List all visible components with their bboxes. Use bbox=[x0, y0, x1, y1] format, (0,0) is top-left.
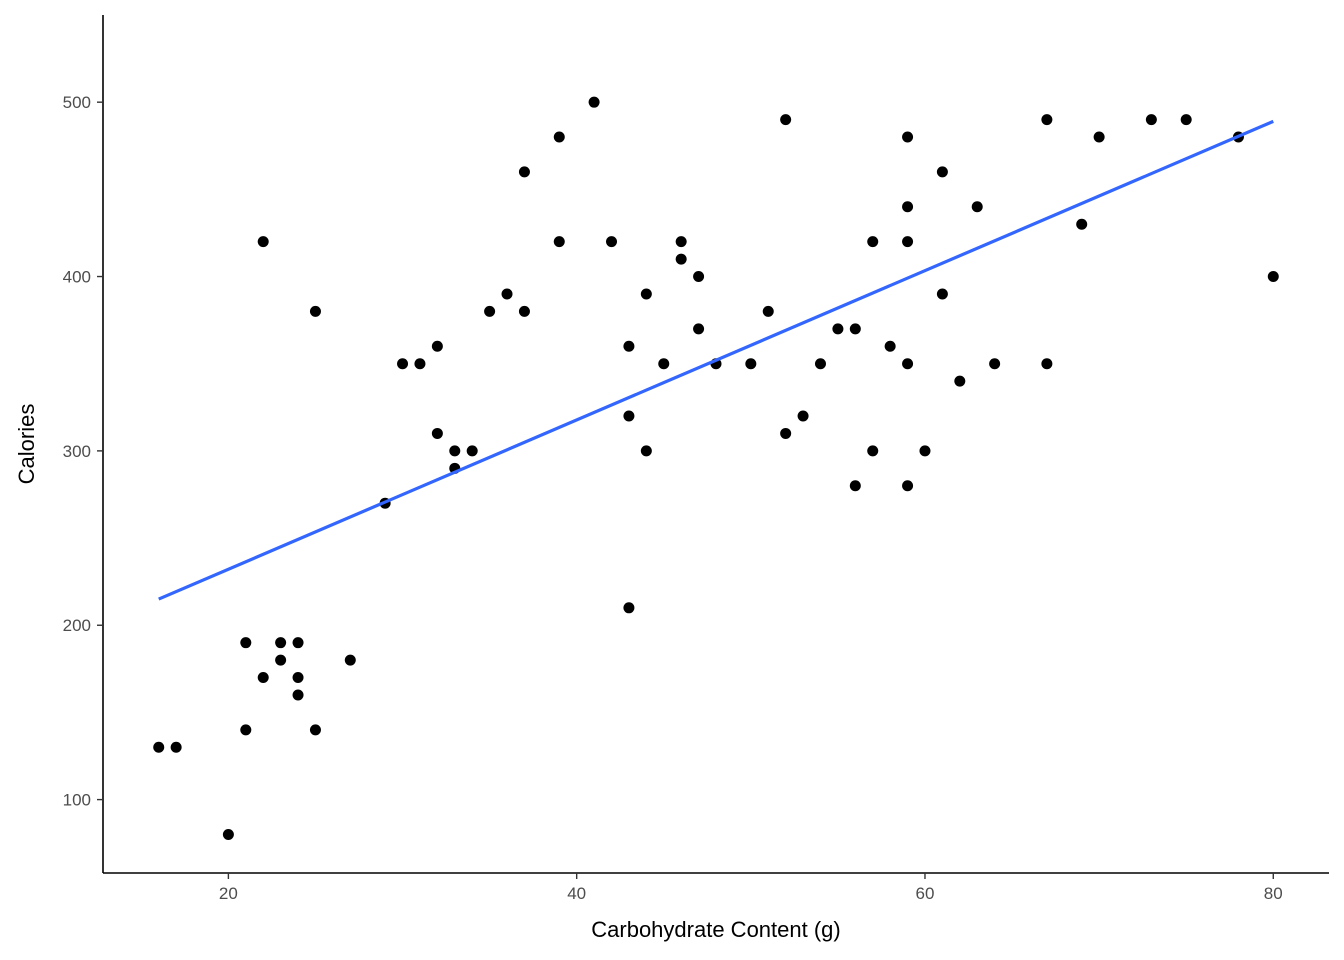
data-point bbox=[867, 445, 879, 457]
data-point bbox=[588, 96, 600, 108]
data-point bbox=[623, 602, 635, 614]
data-point bbox=[275, 637, 287, 649]
data-point bbox=[936, 166, 948, 178]
data-point bbox=[745, 358, 757, 370]
data-point bbox=[902, 358, 914, 370]
x-tick-label: 20 bbox=[219, 884, 238, 903]
data-point bbox=[902, 236, 914, 248]
data-point bbox=[849, 480, 861, 492]
data-point bbox=[902, 480, 914, 492]
data-point bbox=[884, 340, 896, 352]
x-tick-label: 60 bbox=[916, 884, 935, 903]
data-point bbox=[797, 410, 809, 422]
y-tick-label: 300 bbox=[63, 442, 91, 461]
data-point bbox=[1041, 358, 1053, 370]
data-point bbox=[849, 323, 861, 335]
data-point bbox=[693, 271, 705, 283]
data-point bbox=[292, 672, 304, 684]
data-point bbox=[397, 358, 409, 370]
data-point bbox=[449, 445, 461, 457]
data-point bbox=[832, 323, 844, 335]
data-point bbox=[501, 288, 513, 300]
data-point bbox=[257, 236, 269, 248]
data-point bbox=[518, 305, 530, 317]
x-axis-title: Carbohydrate Content (g) bbox=[591, 917, 840, 942]
data-point bbox=[1076, 218, 1088, 230]
y-tick-label: 500 bbox=[63, 93, 91, 112]
data-point bbox=[1041, 114, 1053, 126]
trend-layer bbox=[158, 119, 1274, 601]
data-point bbox=[309, 305, 321, 317]
data-point bbox=[1145, 114, 1157, 126]
data-point bbox=[640, 445, 652, 457]
data-point bbox=[222, 828, 234, 840]
data-point bbox=[344, 654, 356, 666]
x-tick-label: 80 bbox=[1264, 884, 1283, 903]
data-point bbox=[623, 410, 635, 422]
data-point bbox=[309, 724, 321, 736]
data-point bbox=[1180, 114, 1192, 126]
data-point bbox=[762, 305, 774, 317]
data-point bbox=[780, 427, 792, 439]
y-tick-label: 100 bbox=[63, 791, 91, 810]
data-point bbox=[675, 253, 687, 265]
data-point bbox=[675, 236, 687, 248]
data-point bbox=[292, 689, 304, 701]
data-point bbox=[936, 288, 948, 300]
data-point bbox=[780, 114, 792, 126]
data-point bbox=[902, 201, 914, 213]
x-ticks: 20 40 60 80 bbox=[219, 873, 1283, 903]
data-point bbox=[240, 724, 252, 736]
points-layer bbox=[153, 96, 1279, 840]
data-point bbox=[658, 358, 670, 370]
data-point bbox=[466, 445, 478, 457]
data-point bbox=[431, 427, 443, 439]
data-point bbox=[693, 323, 705, 335]
y-ticks: 100 200 300 400 500 bbox=[63, 93, 103, 810]
trend-line bbox=[158, 119, 1274, 601]
data-point bbox=[484, 305, 496, 317]
data-point bbox=[240, 637, 252, 649]
data-point bbox=[867, 236, 879, 248]
data-point bbox=[275, 654, 287, 666]
data-point bbox=[292, 637, 304, 649]
x-tick-label: 40 bbox=[567, 884, 586, 903]
data-point bbox=[814, 358, 826, 370]
data-point bbox=[902, 131, 914, 143]
data-point bbox=[954, 375, 966, 387]
data-point bbox=[606, 236, 618, 248]
data-point bbox=[989, 358, 1001, 370]
data-point bbox=[553, 131, 565, 143]
y-axis-title: Calories bbox=[14, 404, 39, 485]
data-point bbox=[431, 340, 443, 352]
data-point bbox=[153, 741, 165, 753]
data-point bbox=[1093, 131, 1105, 143]
data-point bbox=[257, 672, 269, 684]
data-point bbox=[640, 288, 652, 300]
data-point bbox=[623, 340, 635, 352]
data-point bbox=[919, 445, 931, 457]
data-point bbox=[553, 236, 565, 248]
data-point bbox=[1267, 271, 1279, 283]
data-point bbox=[971, 201, 983, 213]
data-point bbox=[414, 358, 426, 370]
y-tick-label: 400 bbox=[63, 268, 91, 287]
data-point bbox=[170, 741, 182, 753]
y-tick-label: 200 bbox=[63, 616, 91, 635]
data-point bbox=[518, 166, 530, 178]
